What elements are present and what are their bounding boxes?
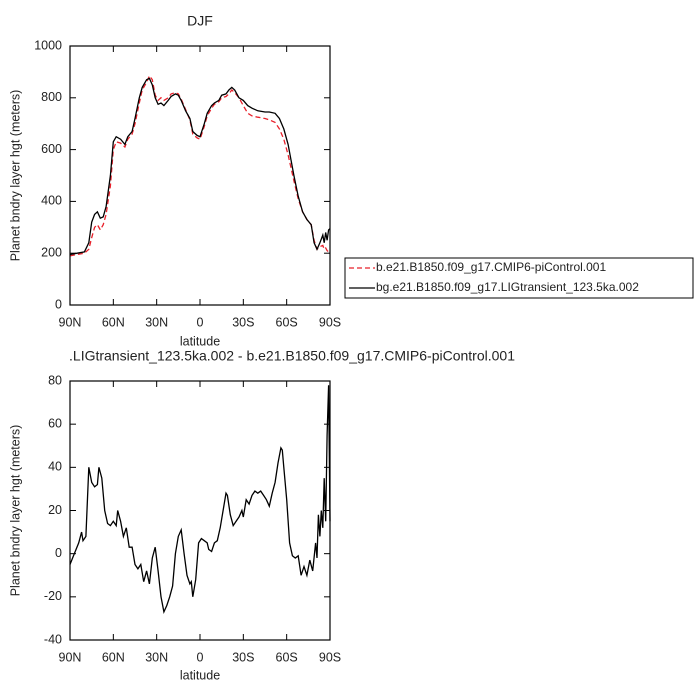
x-tick-label: 0 bbox=[197, 650, 204, 664]
y-tick-label: 0 bbox=[55, 297, 62, 311]
y-axis-label: Planet bndry layer hgt (meters) bbox=[8, 425, 22, 597]
plot-frame bbox=[69, 380, 331, 641]
x-tick-label: 90S bbox=[319, 650, 341, 664]
x-tick-label: 30N bbox=[145, 650, 168, 664]
x-tick-label: 30S bbox=[232, 650, 254, 664]
y-axis-label: Planet bndry layer hgt (meters) bbox=[8, 90, 22, 262]
x-tick-label: 90S bbox=[319, 315, 341, 329]
x-tick-label: 60S bbox=[276, 650, 298, 664]
x-tick-label: 90N bbox=[59, 650, 82, 664]
x-axis-label: latitude bbox=[180, 668, 220, 682]
chart-title: .LIGtransient_123.5ka.002 - b.e21.B1850.… bbox=[69, 348, 515, 364]
x-tick-label: 30N bbox=[145, 315, 168, 329]
x-tick-label: 90N bbox=[59, 315, 82, 329]
y-tick-label: 40 bbox=[48, 460, 62, 474]
legend: b.e21.B1850.f09_g17.CMIP6-piControl.001b… bbox=[344, 257, 694, 299]
y-tick-label: 0 bbox=[55, 546, 62, 560]
plot-frame bbox=[69, 45, 331, 306]
x-axis-label: latitude bbox=[180, 334, 220, 348]
x-tick-label: 60N bbox=[102, 650, 125, 664]
data-line bbox=[69, 74, 331, 257]
legend-box bbox=[344, 257, 694, 299]
y-tick-label: 400 bbox=[41, 194, 62, 208]
y-tick-label: 80 bbox=[48, 373, 62, 387]
legend-label: bg.e21.B1850.f09_g17.LIGtransient_123.5k… bbox=[376, 280, 639, 294]
y-tick-label: 800 bbox=[41, 90, 62, 104]
x-tick-label: 0 bbox=[197, 315, 204, 329]
y-tick-label: -40 bbox=[44, 632, 62, 646]
chart-title: DJF bbox=[187, 13, 213, 29]
x-tick-label: 30S bbox=[232, 315, 254, 329]
y-tick-label: 20 bbox=[48, 503, 62, 517]
data-line bbox=[69, 77, 331, 256]
y-tick-label: 60 bbox=[48, 416, 62, 430]
x-tick-label: 60N bbox=[102, 315, 125, 329]
x-tick-label: 60S bbox=[276, 315, 298, 329]
y-tick-label: 1000 bbox=[34, 38, 62, 52]
y-tick-label: 200 bbox=[41, 245, 62, 259]
legend-label: b.e21.B1850.f09_g17.CMIP6-piControl.001 bbox=[376, 260, 606, 274]
data-line bbox=[69, 385, 331, 615]
y-tick-label: -20 bbox=[44, 589, 62, 603]
y-tick-label: 600 bbox=[41, 142, 62, 156]
